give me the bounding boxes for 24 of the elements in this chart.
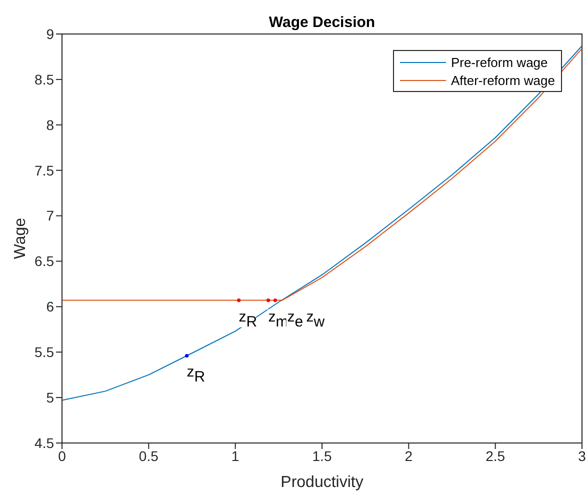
x-tick-label: 2 xyxy=(404,448,413,464)
y-axis-title: Wage xyxy=(12,218,29,260)
legend-label: After-reform wage xyxy=(450,72,555,89)
y-tick-label: 7.5 xyxy=(34,162,54,178)
y-tick-label: 7 xyxy=(46,208,54,224)
y-tick-label: 8.5 xyxy=(34,71,54,88)
x-tick-label: 1 xyxy=(231,448,240,464)
chart-title: Wage Decision xyxy=(268,14,376,31)
y-tick-label: 5.5 xyxy=(34,344,54,360)
y-tick-label: 6 xyxy=(46,298,54,315)
line-series xyxy=(62,45,582,401)
y-tick-label: 5 xyxy=(46,390,54,406)
x-tick-label: 1.5 xyxy=(312,448,332,464)
y-tick-label: 4.5 xyxy=(34,434,54,451)
y-tick-label: 6.5 xyxy=(34,253,54,270)
y-tick-label: 8 xyxy=(46,116,54,133)
x-tick-label: 2.5 xyxy=(486,448,506,464)
x-axis-title: Productivity xyxy=(280,474,364,491)
y-tick-label: 9 xyxy=(46,26,54,42)
x-tick-label: 0 xyxy=(58,448,66,464)
x-tick-label: 0.5 xyxy=(138,448,159,464)
legend-label: Pre-reform wage xyxy=(450,54,549,71)
x-tick-label: 3 xyxy=(578,448,586,464)
line-series xyxy=(62,48,582,301)
